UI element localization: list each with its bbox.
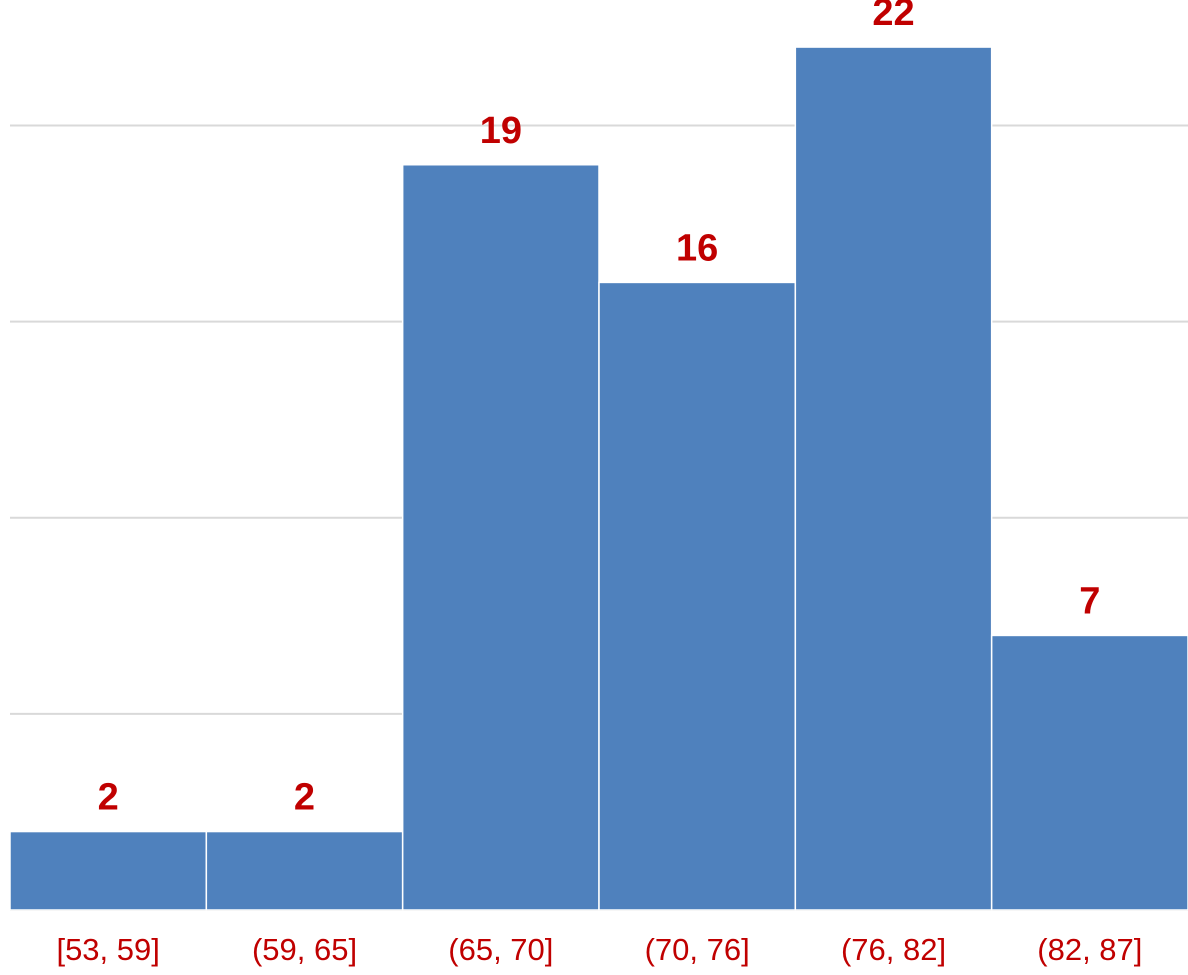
x-tick-label: (82, 87] <box>1037 932 1142 967</box>
bar <box>598 281 797 911</box>
data-label: 7 <box>1079 580 1100 622</box>
x-tick-label: (65, 70] <box>448 932 553 967</box>
bar <box>9 830 208 911</box>
data-label: 19 <box>480 110 522 152</box>
x-tick-label: (76, 82] <box>841 932 946 967</box>
bar <box>401 163 600 911</box>
bar <box>794 46 993 911</box>
x-tick-label: [53, 59] <box>56 932 159 967</box>
data-label: 2 <box>98 777 119 819</box>
data-label: 2 <box>294 777 315 819</box>
bar <box>205 830 404 911</box>
x-tick-label: (59, 65] <box>252 932 357 967</box>
x-tick-label: (70, 76] <box>645 932 750 967</box>
data-label: 16 <box>676 227 718 269</box>
bar <box>990 634 1188 911</box>
data-label: 22 <box>872 0 914 34</box>
